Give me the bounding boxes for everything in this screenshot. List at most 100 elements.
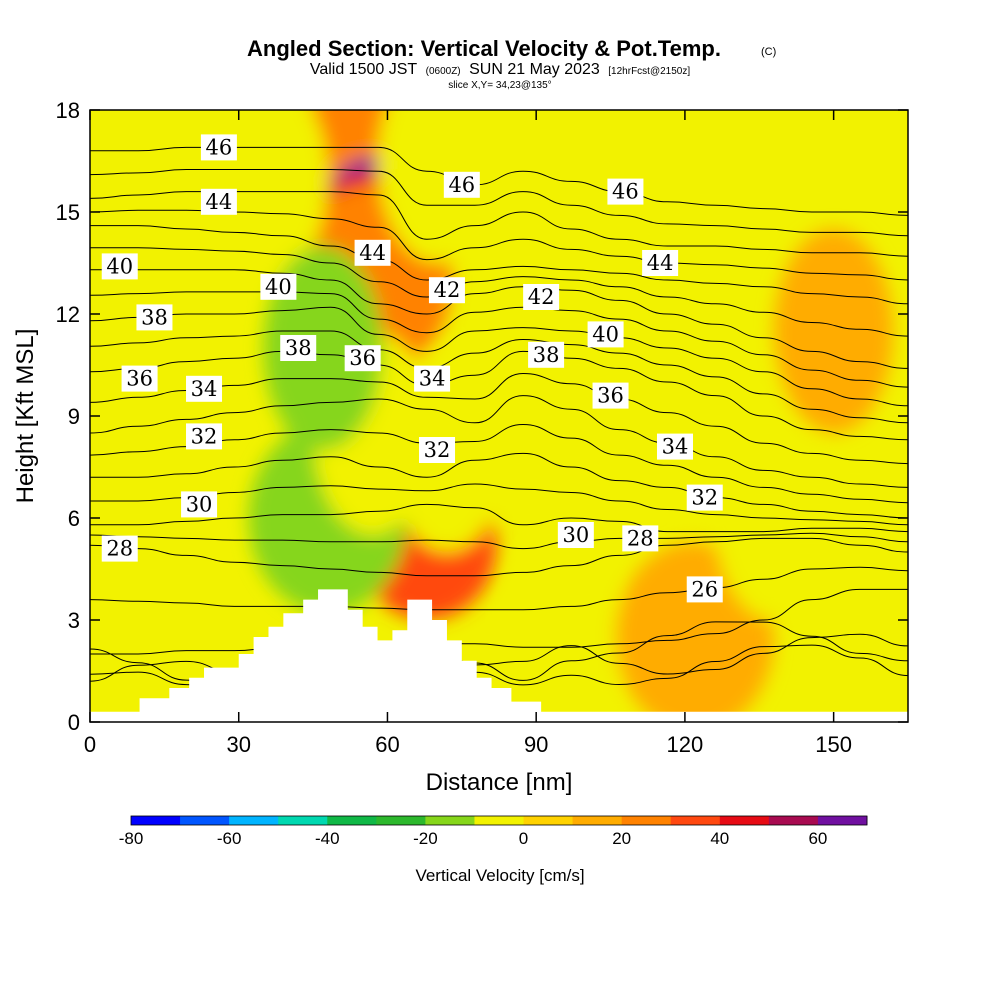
contour-label-box: [136, 304, 173, 331]
colorbar-swatch: [131, 816, 181, 825]
contour-label-text: 28: [106, 537, 133, 561]
colorbar-swatch: [278, 816, 328, 825]
isentrope-42: [90, 225, 908, 305]
contour-labels: 46 44 40 38 36 34 32 30 28 40 38 36 44 46 42 34 32 46 44 42…: [101, 134, 723, 603]
isentrope-37: [90, 330, 908, 424]
contour-label: 46: [607, 178, 644, 205]
contour-label-box: [686, 484, 723, 511]
contour-label-text: 42: [434, 278, 461, 302]
contour-label-box: [428, 277, 465, 304]
y-tick-label: 3: [68, 608, 80, 633]
contour-label: 34: [656, 433, 693, 460]
chart-subtitle: Valid 1500 JST (0600Z) SUN 21 May 2023 […: [310, 61, 691, 78]
y-tick-label: 9: [68, 404, 80, 429]
contour-label-box: [186, 423, 223, 450]
contour-label-box: [344, 345, 381, 372]
contour-label-box: [280, 335, 317, 361]
isentrope-29: [90, 532, 908, 550]
colorbar: -80 -60 -40 -20 0 20 40 60: [119, 815, 868, 848]
contour-label-box: [523, 284, 560, 310]
contour-label-text: 44: [647, 251, 674, 275]
colorbar-swatch: [621, 816, 672, 825]
contour-label-box: [414, 365, 451, 392]
isentrope-38: [90, 306, 908, 407]
contour-label-box: [587, 321, 624, 348]
contour-label-box: [260, 273, 297, 300]
isentrope-27: [90, 566, 908, 611]
colorbar-swatch: [523, 816, 574, 825]
colorbar-tick-label: 20: [612, 829, 631, 848]
contour-label-text: 38: [285, 336, 312, 360]
colorbar-tick-label: 60: [808, 829, 827, 848]
isentrope-36: [90, 350, 908, 441]
contour-label-text: 36: [126, 367, 153, 391]
contour-label: 40: [101, 253, 138, 280]
contour-label-box: [528, 341, 565, 368]
contour-label: 28: [101, 535, 138, 562]
contour-label: 38: [528, 341, 565, 368]
contour-label: 32: [686, 484, 723, 511]
colorbar-swatch: [572, 816, 623, 825]
contour-label-box: [186, 375, 223, 402]
contour-label-box: [101, 253, 138, 280]
x-tick-label: 0: [84, 732, 96, 757]
contour-label-text: 44: [206, 190, 233, 214]
contour-label-box: [121, 365, 158, 392]
contour-label-box: [443, 171, 480, 198]
isentrope-31: [90, 483, 908, 526]
contour-label-text: 44: [359, 241, 386, 265]
y-axis-label: Height [Kft MSL]: [12, 329, 39, 504]
contour-label: 26: [686, 576, 723, 603]
isentrope-33: [90, 423, 908, 504]
contour-label-box: [607, 178, 644, 205]
x-tick-label: 30: [226, 732, 250, 757]
contour-label-box: [592, 382, 629, 409]
colorbar-tick-label: -80: [119, 829, 144, 848]
contour-label-box: [200, 134, 237, 161]
contour-label: 36: [121, 365, 158, 392]
contour-label-text: 40: [592, 322, 619, 346]
colorbar-tick-label: 40: [710, 829, 729, 848]
isentrope-40: [90, 269, 908, 369]
contour-label-box: [181, 491, 218, 518]
contour-label: 34: [414, 365, 451, 392]
contour-label-box: [101, 535, 138, 562]
contour-label-text: 26: [691, 577, 718, 601]
isentrope-45: [90, 169, 908, 237]
contour-label-text: 28: [627, 526, 654, 550]
contour-label: 30: [557, 522, 594, 548]
contour-label: 36: [592, 382, 629, 409]
contour-label: 38: [280, 335, 317, 361]
valid-time-utc: (0600Z): [426, 66, 461, 77]
contour-label-text: 32: [691, 486, 718, 510]
colorbar-tick-label: -60: [217, 829, 242, 848]
terrain: [90, 589, 908, 722]
contour-label-text: 46: [612, 180, 639, 204]
contour-label-text: 36: [597, 384, 624, 408]
contour-label-text: 32: [424, 438, 451, 462]
colorbar-swatch: [425, 816, 475, 825]
contour-label-box: [686, 576, 723, 603]
contour-label: 38: [136, 304, 173, 331]
colorbar-swatch: [229, 816, 279, 825]
contour-label-text: 30: [562, 523, 589, 547]
contour-label-box: [200, 188, 237, 215]
y-tick-label: 18: [56, 98, 80, 123]
y-tick-label: 6: [68, 506, 80, 531]
isentrope-34: [90, 395, 908, 488]
contour-label-box: [354, 239, 391, 266]
colorbar-swatch: [719, 816, 770, 825]
contour-label: 46: [443, 171, 480, 198]
x-axis: 0 30 60 90 120 150: [84, 110, 852, 757]
x-tick-label: 60: [375, 732, 399, 757]
contour-label-text: 34: [419, 367, 446, 391]
contour-label-text: 38: [533, 343, 560, 367]
contour-label: 40: [587, 321, 624, 348]
contour-label-text: 30: [186, 492, 213, 516]
velocity-cell: [506, 535, 626, 722]
colorbar-swatch: [474, 816, 525, 825]
colorbar-swatch: [817, 816, 868, 825]
isentrope-41: [90, 247, 908, 337]
